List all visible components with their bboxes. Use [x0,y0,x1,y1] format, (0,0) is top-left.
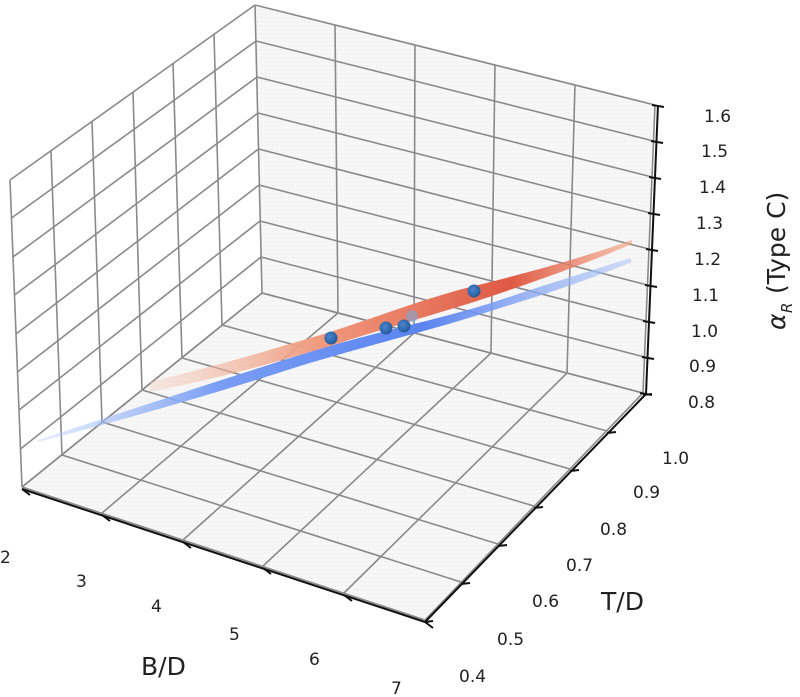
x-axis-line [21,488,426,623]
y-tick-labels: 0.4 0.5 0.6 0.7 0.8 0.9 1.0 [459,449,689,687]
y-tick-label: 0.9 [633,483,660,503]
surface-red-top [150,240,632,392]
surface-blue-underside [38,258,632,442]
z-axis-label-text: (Type C) [762,192,791,302]
x-tick-label: 6 [309,650,320,670]
x-axis-label: B/D [141,652,186,681]
z-axis-label-subscript: R [778,303,796,313]
z-tick-label: 1.5 [701,142,728,162]
x-tick-label: 2 [0,548,11,568]
z-axis-label: α R (Type C) [762,192,796,330]
z-tick-label: 0.9 [689,357,716,377]
y-tick-label: 1.0 [662,449,689,469]
data-point [324,331,338,345]
fitted-surface [38,240,632,442]
y-axis-label: T/D [600,587,644,616]
left-pane [10,5,262,487]
z-axis-label-symbol: α [762,313,791,330]
x-tick-label: 4 [151,597,162,617]
data-point [397,319,411,333]
y-tick-label: 0.8 [600,520,627,540]
data-point [467,284,481,298]
x-tick-label: 3 [76,572,87,592]
y-tick-label: 0.5 [497,630,524,650]
axes [21,104,665,629]
z-tick-label: 1.4 [699,178,726,198]
x-tick-label: 5 [229,625,240,645]
z-tick-label: 1.3 [696,214,723,234]
x-tick-label: 7 [391,679,402,697]
back-panes [10,5,655,620]
scatter-points [324,284,481,345]
grid-lines [9,4,656,621]
z-tick-label: 1.6 [704,107,731,127]
z-tick-label: 1.0 [691,322,718,342]
y-tick-label: 0.6 [532,592,559,612]
z-tick-labels: 0.8 0.9 1.0 1.1 1.2 1.3 1.4 1.5 1.6 [688,107,731,413]
z-tick-label: 1.2 [694,250,721,270]
z-tick-label: 0.8 [688,393,715,413]
data-point [406,310,418,322]
y-tick-label: 0.4 [459,667,486,687]
floor-pane [22,293,643,620]
y-tick-label: 0.7 [566,556,593,576]
z-tick-label: 1.1 [692,286,719,306]
x-tick-labels: 2 3 4 5 6 7 [0,548,402,697]
data-point [379,321,393,335]
